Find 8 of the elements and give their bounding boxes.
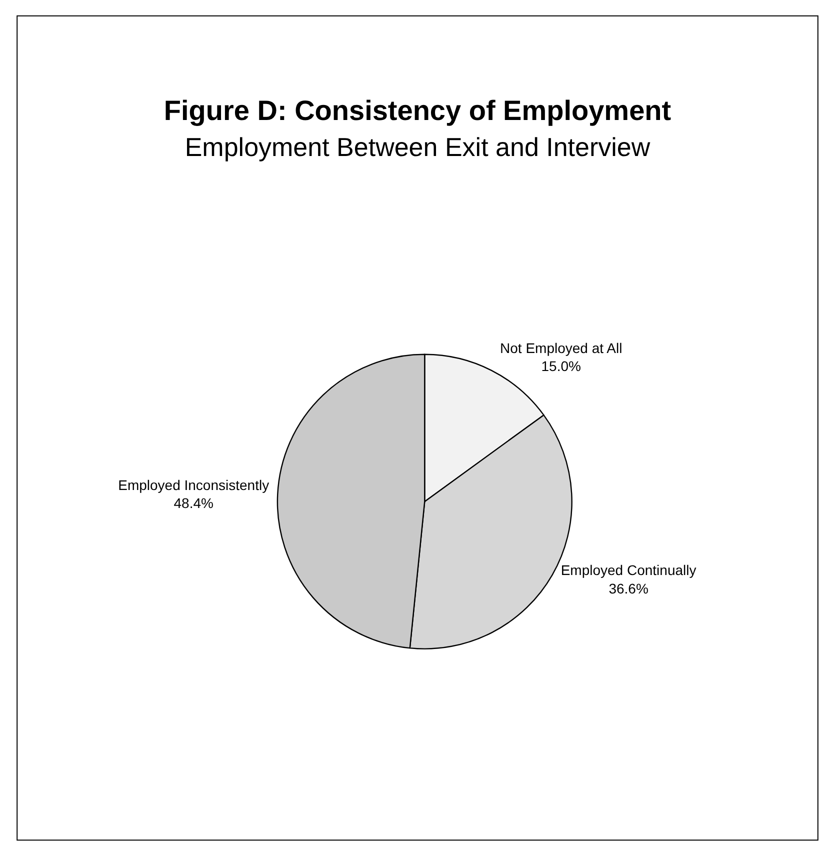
slice-label: Employed Inconsistently [118, 477, 270, 494]
slice-label: Not Employed at All [500, 340, 622, 356]
data-label: 36.6% [608, 580, 648, 596]
chart-title: Figure D: Consistency of Employment [164, 94, 672, 126]
data-label: 48.4% [174, 495, 214, 512]
chart-subtitle: Employment Between Exit and Interview [184, 132, 650, 162]
data-label: 15.0% [541, 358, 581, 374]
slice-label: Employed Continually [560, 562, 696, 578]
